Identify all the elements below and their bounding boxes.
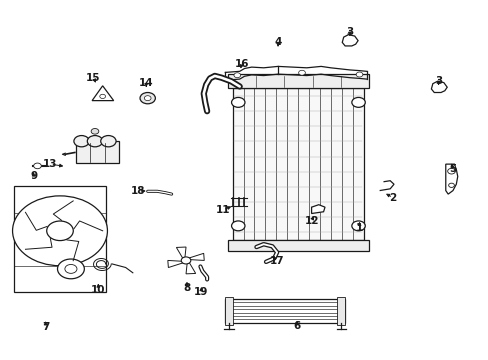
Text: 17: 17 <box>269 256 284 266</box>
Circle shape <box>34 163 41 169</box>
Circle shape <box>298 70 305 75</box>
Polygon shape <box>342 35 357 46</box>
Text: 9: 9 <box>30 171 37 181</box>
Text: 3: 3 <box>346 27 353 37</box>
Text: 8: 8 <box>183 283 190 293</box>
Text: 10: 10 <box>91 285 105 295</box>
Text: 16: 16 <box>234 59 249 68</box>
Circle shape <box>91 129 99 134</box>
Text: 11: 11 <box>215 205 230 215</box>
Circle shape <box>140 93 155 104</box>
Circle shape <box>101 136 116 147</box>
Circle shape <box>181 257 190 264</box>
Circle shape <box>231 221 244 231</box>
Polygon shape <box>445 164 457 194</box>
Circle shape <box>74 136 89 147</box>
Circle shape <box>447 168 454 174</box>
Polygon shape <box>311 205 325 213</box>
Text: 13: 13 <box>43 159 58 169</box>
Text: 3: 3 <box>434 76 441 86</box>
Polygon shape <box>167 260 183 267</box>
Circle shape <box>231 98 244 107</box>
Circle shape <box>87 136 102 147</box>
Bar <box>227 240 368 251</box>
Text: 4: 4 <box>274 37 281 48</box>
Text: 15: 15 <box>86 73 101 83</box>
Text: 18: 18 <box>131 186 145 195</box>
Text: 7: 7 <box>42 323 49 333</box>
Circle shape <box>351 221 365 231</box>
Polygon shape <box>189 253 204 260</box>
Circle shape <box>58 259 84 279</box>
Text: 12: 12 <box>304 216 318 226</box>
Bar <box>232 88 364 240</box>
Circle shape <box>144 96 151 100</box>
Circle shape <box>233 73 240 78</box>
Polygon shape <box>92 86 113 100</box>
Circle shape <box>351 98 365 107</box>
Polygon shape <box>430 81 447 93</box>
Circle shape <box>355 72 362 77</box>
Bar <box>227 74 368 88</box>
Bar <box>15 186 105 292</box>
Polygon shape <box>185 263 195 274</box>
Circle shape <box>65 265 77 273</box>
Bar <box>76 141 119 163</box>
Text: 14: 14 <box>139 78 153 88</box>
Text: 2: 2 <box>388 193 396 203</box>
Circle shape <box>13 196 107 266</box>
Text: 1: 1 <box>355 222 363 233</box>
Bar <box>225 297 232 325</box>
Bar <box>225 299 345 323</box>
Text: 5: 5 <box>448 165 456 174</box>
Text: 19: 19 <box>194 287 208 297</box>
Text: 6: 6 <box>293 321 300 332</box>
Circle shape <box>447 183 453 188</box>
Polygon shape <box>176 247 185 258</box>
Bar <box>337 297 345 325</box>
Circle shape <box>100 94 105 99</box>
Circle shape <box>47 221 73 240</box>
